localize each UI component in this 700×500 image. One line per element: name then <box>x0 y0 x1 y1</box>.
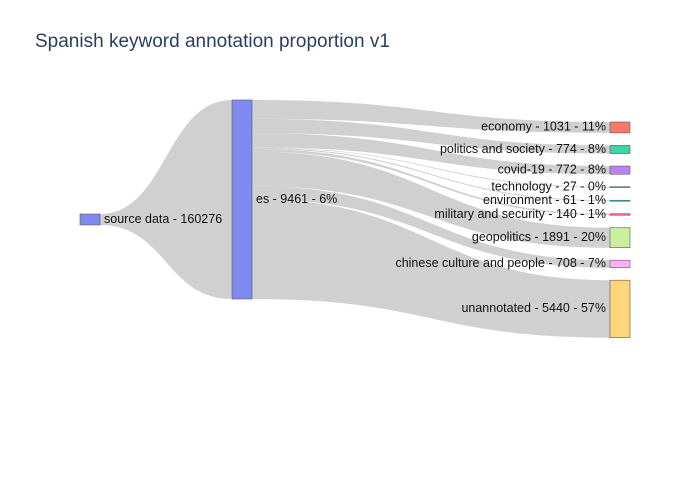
link-es-to-technology <box>252 147 610 188</box>
links-layer <box>100 100 610 338</box>
node-covid <box>609 165 631 175</box>
link-source-to-es <box>100 100 232 299</box>
label-economy: economy - 1031 - 11% <box>481 120 606 134</box>
label-military: military and security - 140 - 1% <box>434 207 606 221</box>
label-geopolitics: geopolitics - 1891 - 20% <box>472 230 606 244</box>
link-es-to-geopolitics <box>252 151 610 248</box>
link-es-to-chinese <box>252 186 610 268</box>
nodes-layer <box>79 99 631 338</box>
node-chinese <box>609 259 631 268</box>
label-unannotated: unannotated - 5440 - 57% <box>461 301 606 315</box>
node-economy <box>609 121 631 134</box>
link-es-to-unannotated <box>252 199 610 338</box>
link-es-to-economy <box>252 100 610 133</box>
node-politics <box>609 145 631 154</box>
label-environment: environment - 61 - 1% <box>483 193 606 207</box>
node-military <box>609 213 631 216</box>
node-es <box>231 99 253 300</box>
labels-layer: source data - 160276 es - 9461 - 6% econom… <box>104 120 606 315</box>
label-covid: covid-19 - 772 - 8% <box>498 162 606 176</box>
chart-title: Spanish keyword annotation proportion v1 <box>35 31 390 52</box>
node-geopolitics <box>609 227 631 249</box>
node-technology <box>609 186 631 189</box>
link-es-to-environment <box>252 147 610 202</box>
label-technology: technology - 27 - 0% <box>491 180 606 194</box>
node-environment <box>609 199 631 202</box>
link-es-to-military <box>252 148 610 216</box>
link-es-to-covid <box>252 133 610 175</box>
label-es: es - 9461 - 6% <box>256 192 337 206</box>
link-es-to-politics <box>252 118 610 154</box>
node-unannotated <box>609 279 631 338</box>
label-source: source data - 160276 <box>104 212 222 226</box>
label-politics: politics and society - 774 - 8% <box>440 142 606 156</box>
label-chinese: chinese culture and people - 708 - 7% <box>395 256 606 270</box>
node-source <box>79 213 101 226</box>
